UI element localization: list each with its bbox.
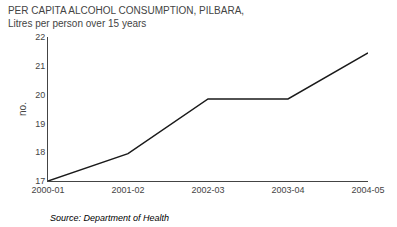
svg-text:no.: no. <box>17 102 28 116</box>
svg-text:17: 17 <box>35 176 45 186</box>
svg-text:2000-01: 2000-01 <box>31 185 64 195</box>
svg-text:21: 21 <box>35 61 45 71</box>
svg-text:2002-03: 2002-03 <box>191 185 224 195</box>
svg-text:20: 20 <box>35 90 45 100</box>
svg-text:2001-02: 2001-02 <box>111 185 144 195</box>
svg-text:18: 18 <box>35 147 45 157</box>
svg-text:2003-04: 2003-04 <box>271 185 304 195</box>
svg-text:19: 19 <box>35 119 45 129</box>
svg-text:22: 22 <box>35 32 45 42</box>
svg-text:PER CAPITA ALCOHOL CONSUMPTION: PER CAPITA ALCOHOL CONSUMPTION, PILBARA,… <box>8 5 244 29</box>
svg-text:Source: Department of Health: Source: Department of Health <box>50 213 169 223</box>
svg-text:2004-05: 2004-05 <box>351 185 384 195</box>
